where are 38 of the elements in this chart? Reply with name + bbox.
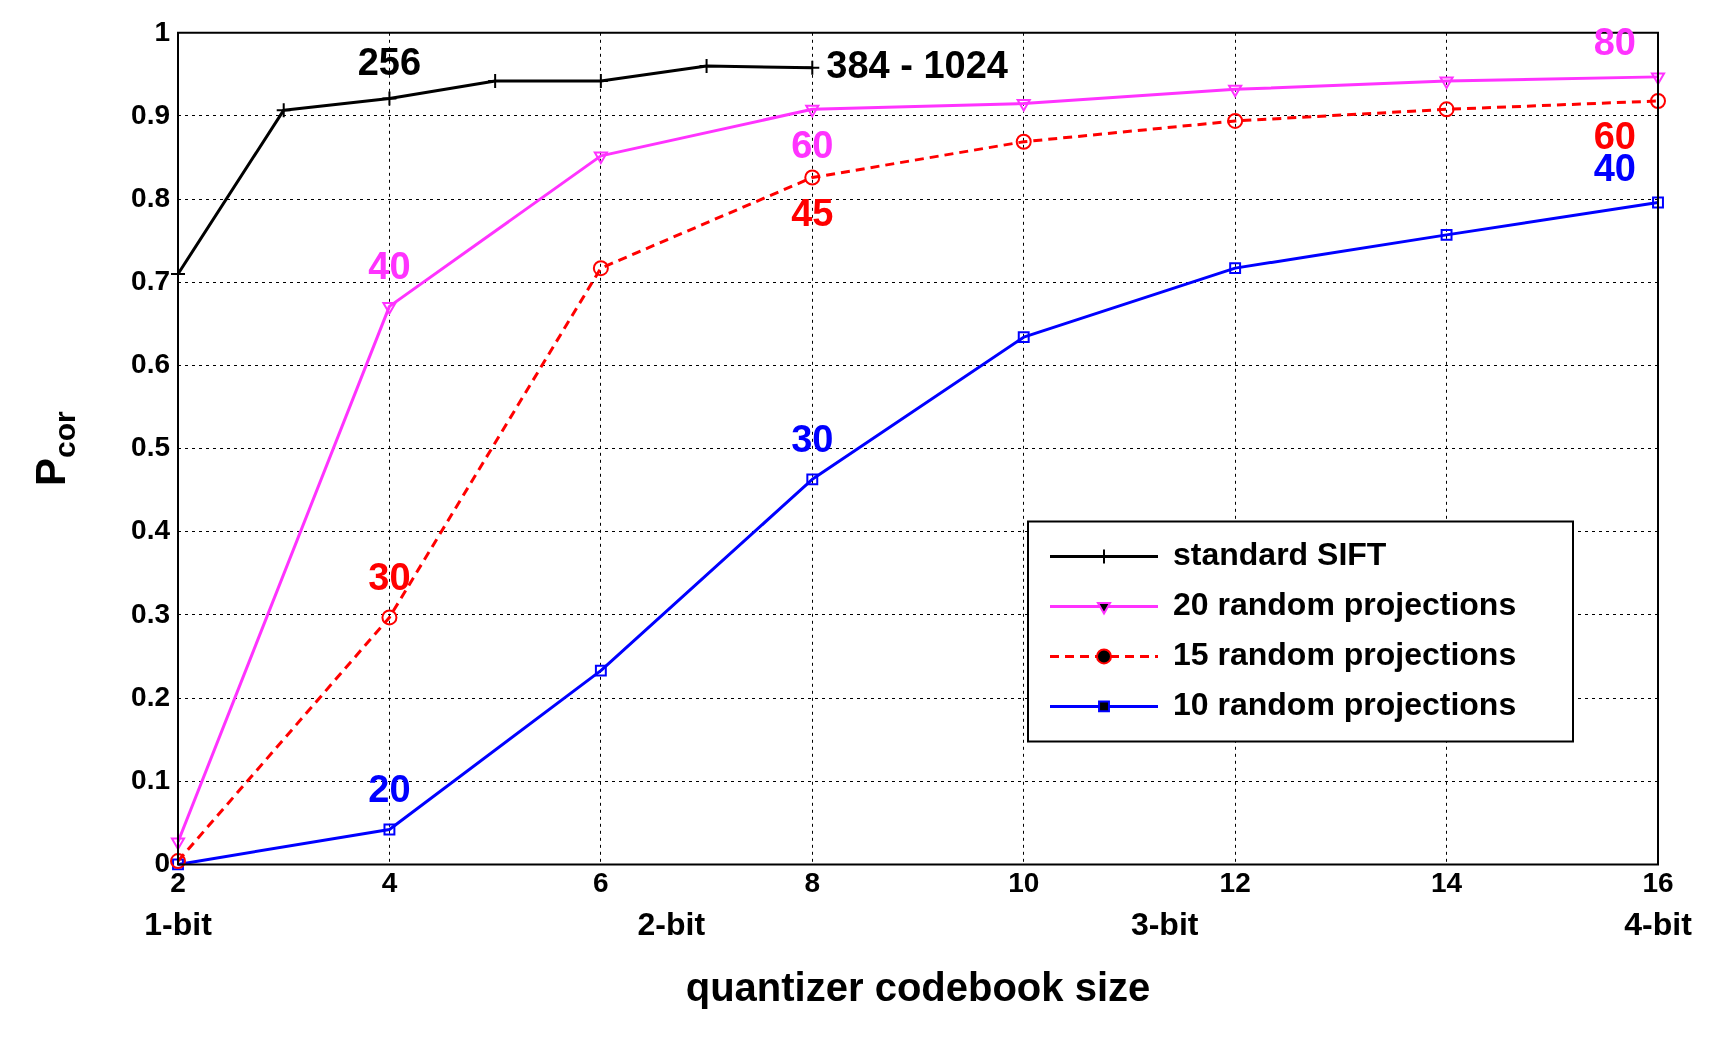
annotation: 30 [791, 417, 834, 460]
text: 1-bit [144, 906, 213, 943]
y-tick-label: 0.5 [131, 431, 170, 463]
text: 4-bit [1624, 906, 1693, 943]
annotation: 256 [357, 40, 422, 83]
y-tick-label: 0.4 [131, 514, 171, 546]
y-tick-label: 0.1 [131, 763, 170, 795]
annotation: 60 [791, 123, 834, 166]
x-tick-label: 6 [593, 866, 609, 898]
annotation: 40 [368, 244, 411, 287]
legend-label: standard SIFT [1173, 536, 1387, 573]
annotation: 30 [368, 555, 411, 598]
y-tick-label: 0 [154, 847, 170, 879]
y-tick-label: 0.6 [131, 348, 170, 380]
legend-label: 15 random projections [1173, 636, 1517, 673]
x-tick-label: 2 [170, 866, 186, 898]
annotation: 45 [791, 191, 834, 234]
x-tick-label: 4 [381, 866, 398, 898]
y-tick-label: 0.7 [131, 265, 170, 296]
x-tick-label: 14 [1430, 866, 1463, 898]
x-tick-label: 10 [1008, 866, 1040, 898]
text: 3-bit [1130, 906, 1199, 943]
x-tick-label: 8 [804, 866, 821, 898]
annotation: 20 [368, 767, 411, 810]
annotation: 384 - 1024 [826, 44, 1008, 87]
x-tick-label: 16 [1642, 866, 1674, 898]
x-tick-label: 12 [1219, 866, 1251, 898]
y-tick-label: 0.3 [131, 597, 170, 629]
legend-label: 10 random projections [1173, 686, 1517, 723]
annotation: 80 [1593, 21, 1637, 64]
y-tick-label: 0.8 [131, 181, 170, 213]
y-tick-label: 0.2 [131, 680, 170, 712]
legend-label: 20 random projections [1173, 586, 1517, 623]
y-axis-title: Pcor [27, 410, 81, 486]
y-tick-label: 1 [154, 15, 170, 47]
x-axis-title: quantizer codebook size [685, 965, 1151, 1010]
text: 2-bit [637, 906, 706, 943]
y-tick-label: 0.9 [131, 98, 170, 130]
